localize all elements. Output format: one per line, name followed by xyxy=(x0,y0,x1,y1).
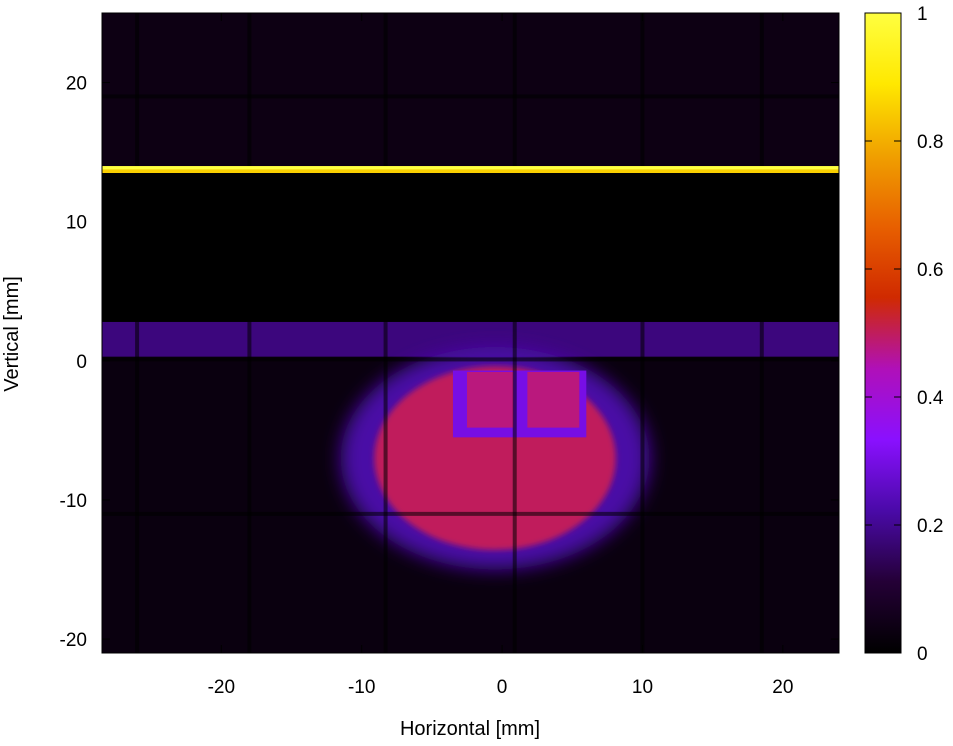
grid-shadow-horizontal xyxy=(102,94,839,99)
y-axis-label: Vertical [mm] xyxy=(1,276,23,392)
heatmap-inner-right xyxy=(527,371,580,428)
colorbar-tick-label: 0.6 xyxy=(917,260,943,281)
grid-shadow-vertical xyxy=(135,13,140,653)
x-axis: -20 -10 0 10 20 xyxy=(208,13,793,698)
colorbar: 0 0.2 0.4 0.6 0.8 1 xyxy=(864,4,944,665)
heatmap-inner-left xyxy=(466,371,514,428)
grid-shadow-vertical xyxy=(383,13,388,653)
colorbar-gradient xyxy=(864,12,902,654)
grid-shadow-vertical xyxy=(640,13,645,653)
heatmap-dark-gap xyxy=(102,173,839,322)
x-tick-label: 20 xyxy=(772,677,793,698)
plot-frame xyxy=(101,12,840,654)
y-tick-label: -20 xyxy=(60,630,87,651)
heatmap-upper-region xyxy=(102,13,839,167)
colorbar-tick-label: 0.8 xyxy=(917,132,943,153)
grid-shadow-vertical xyxy=(512,13,517,653)
x-tick-label: -20 xyxy=(208,677,235,698)
colorbar-tick-label: 0.4 xyxy=(917,388,944,409)
grid-shadow-vertical xyxy=(759,13,764,653)
heatmap-bright-band-edge xyxy=(102,169,839,173)
y-tick-label: -10 xyxy=(60,491,87,512)
y-tick-label: 0 xyxy=(76,352,87,373)
x-tick-label: -10 xyxy=(348,677,375,698)
colorbar-tick-label: 1 xyxy=(917,4,928,25)
y-tick-label: 10 xyxy=(66,213,87,234)
x-axis-label: Horizontal [mm] xyxy=(400,718,540,740)
colorbar-tick-label: 0.2 xyxy=(917,516,943,537)
grid-shadow-vertical xyxy=(247,13,252,653)
x-tick-label: 0 xyxy=(497,677,508,698)
colorbar-tick-label: 0 xyxy=(917,644,928,665)
y-tick-label: 20 xyxy=(66,74,87,95)
heatmap-bright-band xyxy=(102,166,839,170)
grid-shadow-horizontal xyxy=(102,511,839,516)
y-axis: -20 -10 0 10 20 xyxy=(60,74,839,651)
x-tick-label: 10 xyxy=(632,677,653,698)
plot-area xyxy=(101,12,840,654)
grid-shadow-horizontal xyxy=(102,357,839,362)
